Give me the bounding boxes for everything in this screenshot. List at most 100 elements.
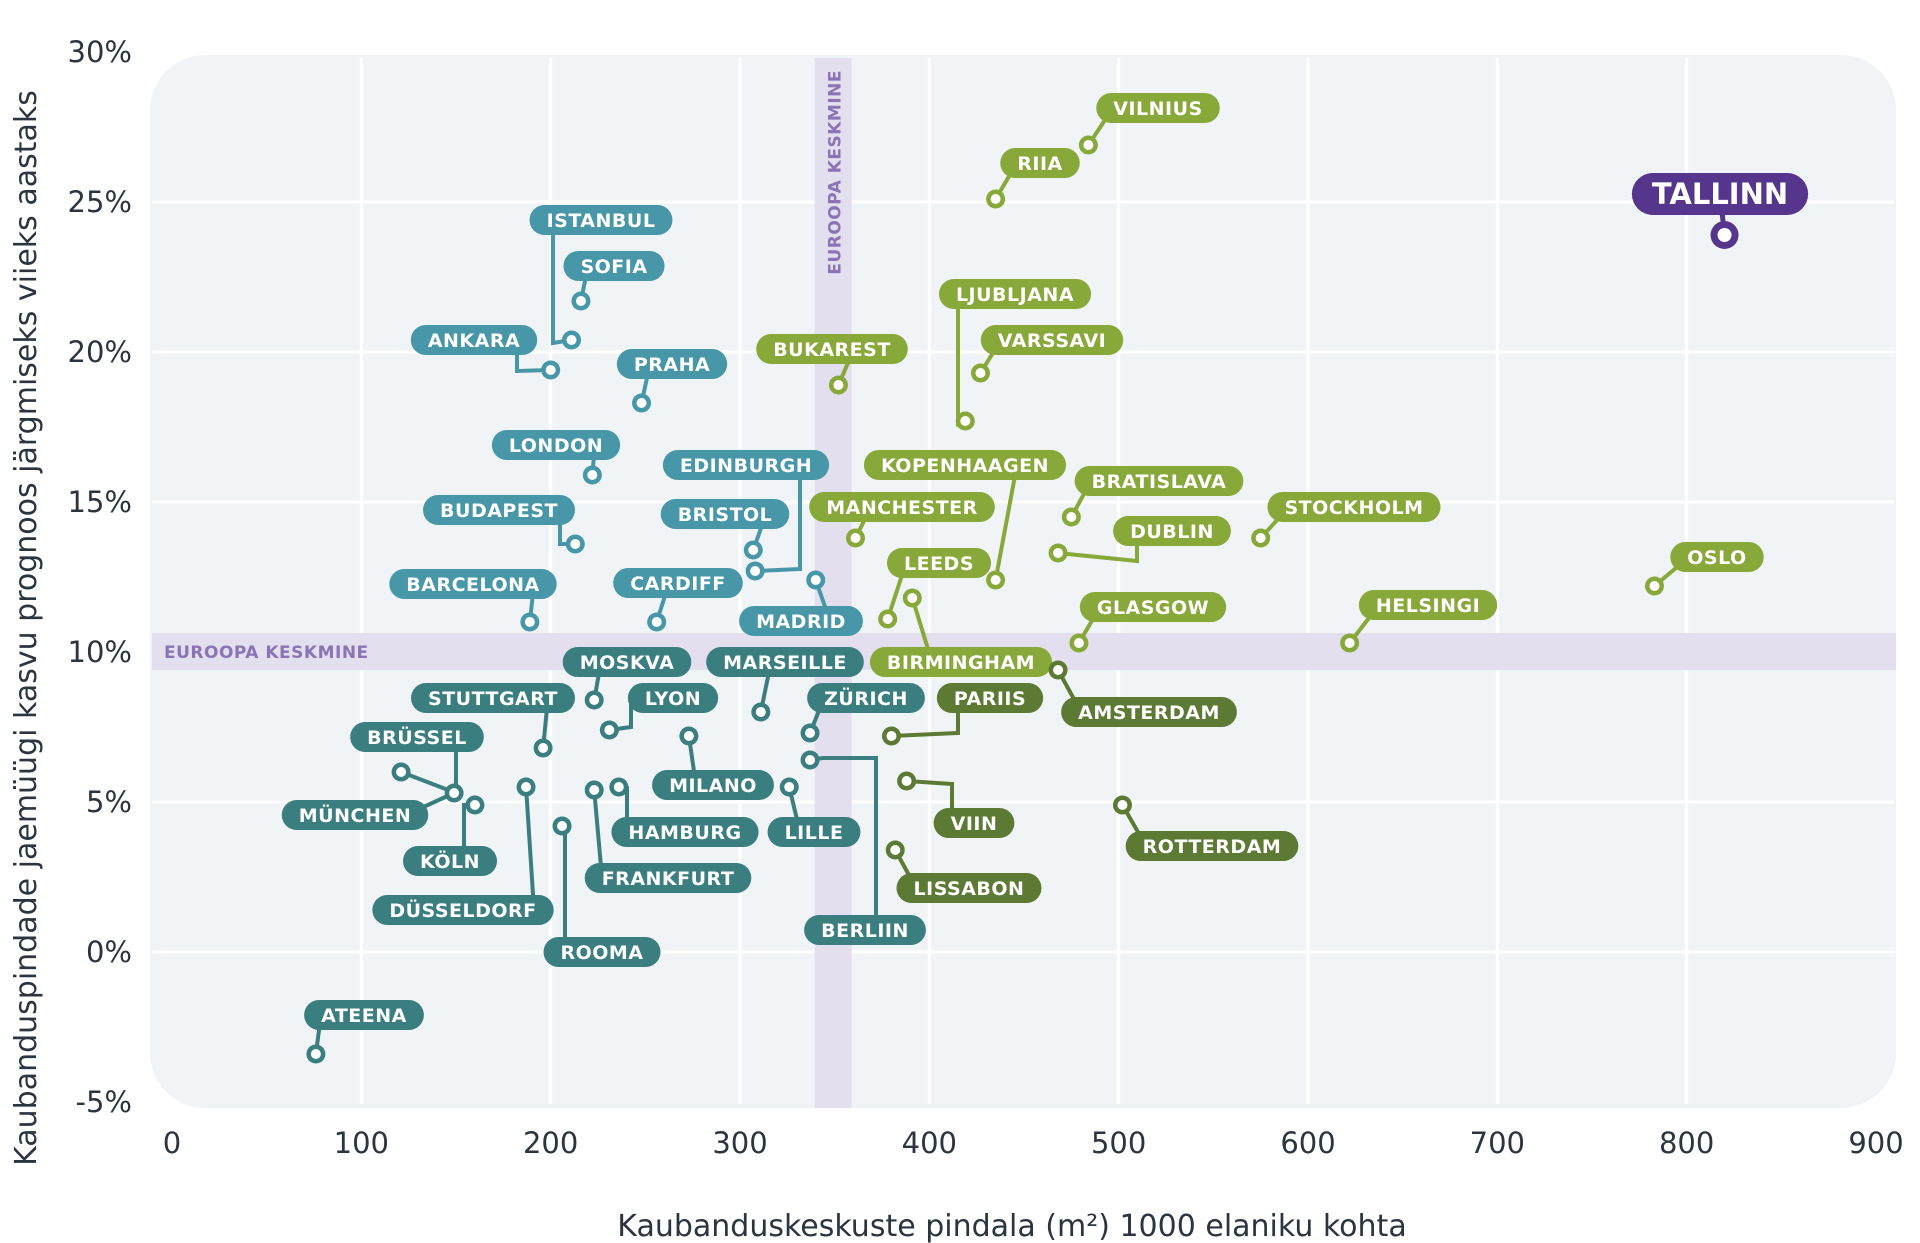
x-tick-label: 600	[1280, 1126, 1335, 1160]
city-point-london: LONDON	[491, 430, 621, 485]
y-tick-label: 20%	[68, 335, 132, 369]
marker-dot	[575, 296, 586, 306]
city-label: BERLIIN	[821, 920, 909, 942]
city-label: MADRID	[756, 611, 846, 633]
marker-dot	[545, 365, 556, 375]
city-label-bg	[402, 846, 498, 876]
city-label-bg	[938, 279, 1092, 309]
city-point-ankara: ANKARA	[410, 325, 561, 380]
city-point-vilnius: VILNIUS	[1078, 93, 1220, 155]
city-point-stockholm: STOCKHOLM	[1251, 492, 1441, 548]
marker-dot	[557, 821, 568, 831]
city-label: MARSEILLE	[723, 652, 847, 674]
city-point-birmingham: BIRMINGHAM	[869, 588, 1053, 677]
y-tick-label: 15%	[68, 485, 132, 519]
marker-dot	[1053, 548, 1064, 558]
marker-dot	[907, 593, 918, 603]
city-label: OSLO	[1687, 547, 1746, 569]
city-label: LISSABON	[914, 878, 1025, 900]
city-label: ATEENA	[321, 1005, 407, 1027]
city-label: TALLINN	[1652, 177, 1788, 211]
marker-dot	[890, 845, 901, 855]
marker-dot	[1073, 638, 1084, 648]
city-point-lyon: LYON	[599, 683, 719, 740]
marker-dot	[589, 785, 600, 795]
city-label-bg	[1061, 697, 1237, 727]
city-label-bg	[804, 915, 926, 945]
city-label-bg	[886, 548, 992, 578]
city-point-münchen: MÜNCHEN	[281, 783, 464, 830]
city-label-bg	[652, 770, 774, 800]
city-label: CARDIFF	[630, 573, 726, 595]
city-label: VILNIUS	[1113, 98, 1202, 120]
city-point-budapest: BUDAPEST	[423, 495, 585, 554]
city-point-ateena: ATEENA	[304, 1000, 424, 1064]
city-label: LYON	[645, 688, 701, 710]
marker-dot	[604, 725, 615, 735]
city-label-bg	[1358, 590, 1498, 620]
city-point-frankfurt: FRANKFURT	[584, 780, 752, 893]
marker-dot	[748, 545, 759, 555]
city-label: HAMBURG	[628, 822, 741, 844]
city-label-bg	[706, 647, 864, 677]
x-tick-label: 700	[1470, 1126, 1525, 1160]
marker-dot	[636, 398, 647, 408]
y-tick-label: 5%	[86, 785, 132, 819]
city-label-bg	[423, 495, 575, 525]
y-tick-label: 25%	[68, 185, 132, 219]
city-point-viin: VIIN	[897, 771, 1015, 838]
y-axis-ticks: -5% 0% 5% 10% 15% 20% 25% 30%	[68, 35, 132, 1119]
y-tick-label: -5%	[76, 1085, 132, 1119]
city-label: ROTTERDAM	[1143, 836, 1282, 858]
marker-dot	[805, 755, 816, 765]
city-point-sofia: SOFIA	[563, 251, 665, 311]
city-label-bg	[767, 817, 861, 847]
marker-dot	[566, 335, 577, 345]
city-label: VARSSAVI	[998, 330, 1106, 352]
x-axis-ticks: 0 100 200 300 400 500 600 700 800 900	[163, 1126, 1904, 1160]
marker-dot	[613, 782, 624, 792]
marker-dot	[784, 782, 795, 792]
city-label-bg	[896, 873, 1042, 903]
marker-dot	[886, 731, 897, 741]
city-label: SOFIA	[580, 256, 647, 278]
city-label-bg	[411, 683, 575, 713]
city-point-madrid: MADRID	[739, 570, 863, 636]
marker-dot	[750, 566, 761, 576]
city-label-bg	[1670, 542, 1764, 572]
city-label-bg	[1079, 592, 1227, 622]
city-label: BRATISLAVA	[1092, 471, 1227, 493]
city-label: LEEDS	[904, 553, 974, 575]
city-label-bg	[980, 325, 1124, 355]
y-tick-label: 10%	[68, 635, 132, 669]
city-label-bg	[739, 606, 863, 636]
city-label-bg	[936, 683, 1044, 713]
plot-background	[150, 55, 1896, 1108]
city-label-bg	[807, 683, 925, 713]
marker-dot	[960, 416, 971, 426]
marker-dot	[310, 1049, 321, 1059]
city-label-bg	[410, 325, 538, 355]
city-label: BUKAREST	[773, 339, 891, 361]
marker-dot	[850, 533, 861, 543]
marker-dot	[589, 695, 600, 705]
x-tick-label: 0	[163, 1126, 181, 1160]
city-label: ANKARA	[428, 330, 520, 352]
city-point-riia: RIIA	[986, 148, 1080, 209]
city-point-lissabon: LISSABON	[885, 840, 1042, 903]
city-point-köln: KÖLN	[402, 795, 498, 876]
city-label: BRISTOL	[678, 504, 773, 526]
average-label-horizontal: EUROOPA KESKMINE	[164, 643, 369, 663]
y-tick-label: 30%	[68, 35, 132, 69]
city-point-pariis: PARIIS	[881, 683, 1044, 746]
marker-dot	[521, 782, 532, 792]
city-point-edinburgh: EDINBURGH	[662, 450, 830, 581]
y-tick-label: 0%	[86, 935, 132, 969]
city-label: MÜNCHEN	[299, 803, 411, 827]
marker-dot	[1255, 533, 1266, 543]
city-label: STOCKHOLM	[1284, 497, 1423, 519]
city-label-bg	[1631, 173, 1809, 215]
city-label-bg	[616, 349, 728, 379]
city-label-bg	[1125, 831, 1299, 861]
marker-dot	[1117, 800, 1128, 810]
